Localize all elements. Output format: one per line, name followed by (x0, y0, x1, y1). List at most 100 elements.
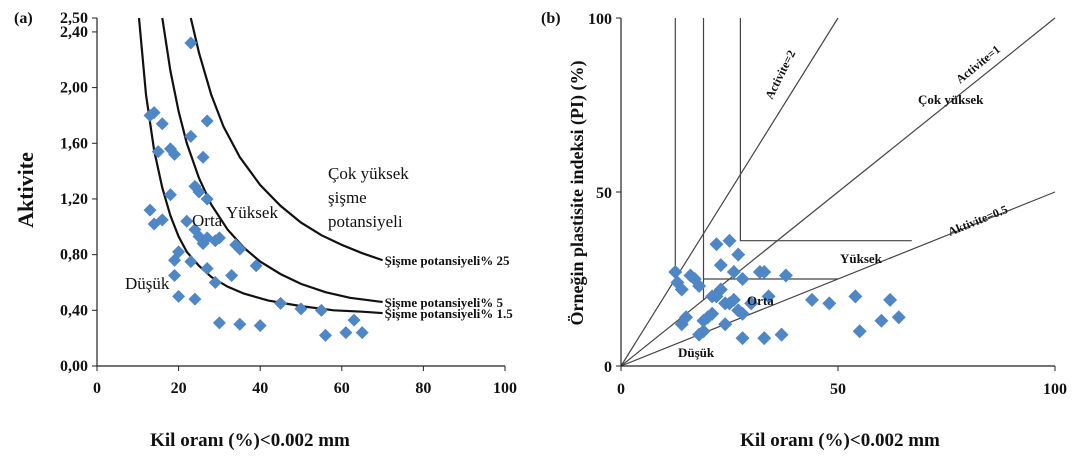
activity-line (620, 17, 1056, 367)
chart-a-curve-labels: Şişme potansiyeli% 1.5 Şişme potansiyeli%… (385, 253, 514, 321)
data-point-b (692, 278, 707, 293)
data-point-b (722, 233, 737, 248)
data-point-a (318, 328, 332, 342)
data-point-a (172, 289, 186, 303)
y-axis-label-a: Aktivite (13, 152, 38, 228)
data-point-a (168, 253, 182, 267)
x-tick-label-b: 0 (617, 381, 625, 398)
data-point-b (674, 282, 689, 297)
x-tick-label-a: 80 (415, 380, 431, 397)
data-point-a (196, 150, 210, 164)
data-point-b (874, 313, 889, 328)
y-tick-label-a: 2,00 (60, 80, 88, 97)
data-point-b (718, 317, 733, 332)
curve-label: Şişme potansiyeli% 25 (385, 253, 510, 268)
swell-curve (161, 17, 383, 304)
data-point-a (200, 192, 214, 206)
panel-b-label: (b) (541, 10, 561, 27)
activity-line (620, 17, 839, 367)
zone-a-cok-yuksek: Çok yüksek (328, 164, 409, 183)
data-point-a (208, 275, 222, 289)
data-point-a (233, 242, 247, 256)
data-point-a (294, 302, 308, 316)
y-tick-label-a: 2,40 (60, 24, 88, 41)
data-point-a (200, 262, 214, 276)
data-point-a (184, 36, 198, 50)
chart-a-points (143, 36, 369, 342)
data-point-b (735, 306, 750, 321)
data-point-a (147, 106, 161, 120)
data-point-a (274, 296, 288, 310)
data-point-b (744, 296, 759, 311)
chart-b-points (668, 233, 906, 346)
data-point-a (314, 303, 328, 317)
data-point-b (891, 310, 906, 325)
x-tick-label-a: 40 (252, 380, 268, 397)
data-point-a (180, 214, 194, 228)
data-point-a (225, 269, 239, 283)
x-axis-label-a: Kil oranı (%)<0.002 mm (150, 430, 350, 451)
swell-curve (189, 17, 383, 262)
data-point-a (253, 319, 267, 333)
zone-a-yuksek: Yüksek (226, 203, 278, 222)
data-point-a (212, 231, 226, 245)
data-point-b (804, 292, 819, 307)
data-point-a (184, 129, 198, 143)
data-point-a (163, 188, 177, 202)
y-tick-label-b: 0 (604, 359, 612, 376)
x-tick-label-a: 0 (93, 380, 101, 397)
y-tick-label-a: 2,50 (60, 10, 88, 27)
data-point-a (155, 117, 169, 131)
curve-label: Şişme potansiyeli% 1.5 (385, 306, 514, 321)
data-point-b (705, 306, 720, 321)
x-tick-label-a: 100 (493, 380, 517, 397)
chart-a: (a) 0,00 0,40 0,80 1,20 1,60 2,00 2,402,50 0 20 4… (13, 10, 517, 451)
chart-b-axes: 0 50 100 0 50 100 (588, 11, 1067, 398)
zone-b-orta: Orta (747, 293, 774, 308)
y-tick-label-a: 0,00 (60, 358, 88, 375)
data-point-b (757, 265, 772, 280)
data-point-a (196, 237, 210, 251)
zone-a-potansiyeli: potansiyeli (328, 212, 403, 231)
data-point-b (822, 296, 837, 311)
zone-b-dusuk: Düşük (678, 345, 715, 360)
data-point-b (731, 247, 746, 262)
data-point-a (184, 255, 198, 269)
x-tick-label-a: 60 (334, 380, 350, 397)
x-tick-label-b: 50 (830, 381, 846, 398)
data-point-b (848, 289, 863, 304)
data-point-a (200, 114, 214, 128)
zone-a-dusuk: Düşük (125, 274, 170, 293)
data-point-a (143, 203, 157, 217)
x-tick-label-b: 100 (1043, 381, 1067, 398)
data-point-b (852, 324, 867, 339)
data-point-b (726, 265, 741, 280)
data-point-b (735, 272, 750, 286)
data-point-b (692, 327, 707, 342)
y-tick-label-a: 0,40 (60, 302, 88, 319)
x-axis-label-b: Kil oranı (%)<0.002 mm (740, 430, 940, 451)
data-point-b (709, 237, 724, 252)
y-tick-label-b: 100 (588, 11, 612, 28)
data-point-b (713, 258, 728, 273)
data-point-b (778, 268, 793, 283)
data-point-a (339, 326, 353, 340)
zone-a-orta: Orta (192, 211, 223, 230)
data-point-a (155, 213, 169, 227)
data-point-b (726, 292, 741, 307)
zone-boundary (739, 18, 912, 242)
data-point-a (168, 269, 182, 283)
data-point-b (774, 327, 789, 342)
data-point-b (713, 282, 728, 297)
data-point-a (163, 142, 177, 156)
data-point-b (735, 331, 750, 346)
line-label-activite-2: Activite=2 (762, 48, 798, 102)
data-point-a (355, 326, 369, 340)
y-axis-label-b: Örneğin plastisite indeksi (PI) (%) (567, 60, 588, 325)
data-point-a (192, 185, 206, 199)
data-point-a (188, 292, 202, 306)
data-point-b (668, 265, 683, 280)
data-point-b (761, 289, 776, 304)
chart-b-lines (620, 17, 1056, 367)
